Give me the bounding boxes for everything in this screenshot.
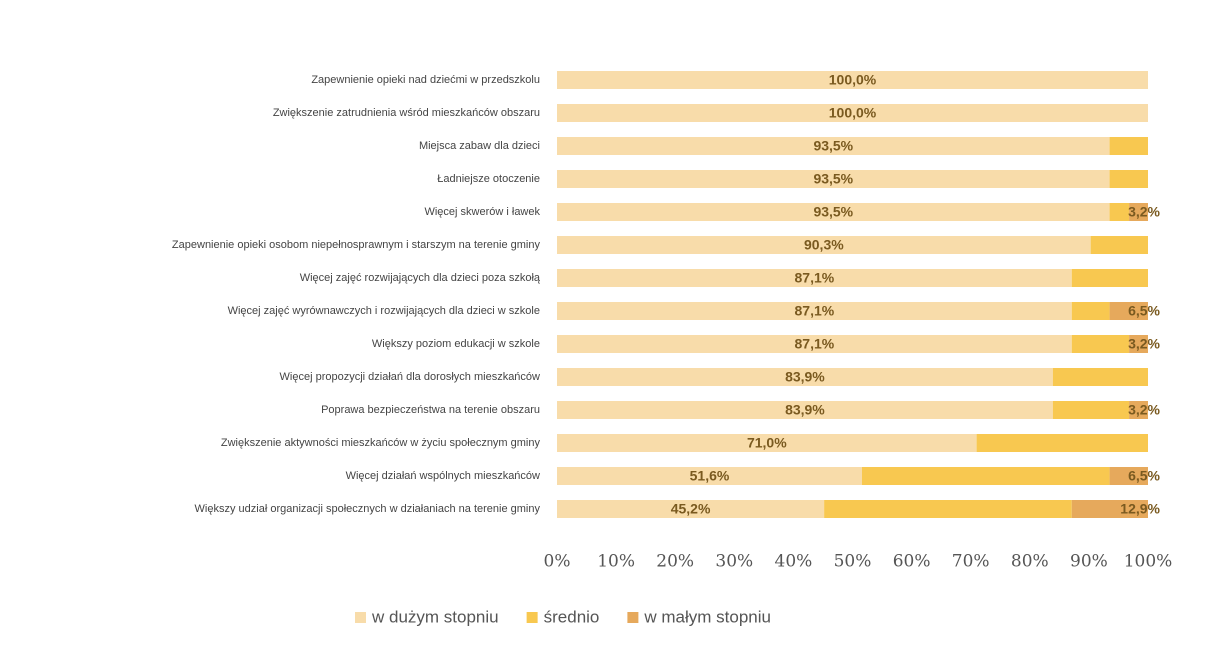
legend-swatch [526,612,538,623]
x-tick-label: 60% [893,552,931,572]
legend-label: w małym stopniu [643,607,771,626]
value-label: 3,2% [1128,204,1160,220]
value-label: 71,0% [747,435,787,451]
bar-segment [1129,335,1148,353]
x-tick-label: 70% [952,552,990,572]
value-label: 6,5% [1128,468,1160,484]
bar-segment [557,269,1072,287]
value-label: 3,2% [1128,402,1160,418]
bar-segment [1071,269,1148,287]
category-label: Więcej działań wspólnych mieszkańców [346,470,540,482]
value-label: 87,1% [795,270,835,286]
bar-segment [557,302,1072,320]
bar-segment [557,236,1091,254]
value-label: 45,2% [671,501,711,517]
category-label: Zapewnienie opieki osobom niepełnosprawn… [172,239,541,251]
category-label: Miejsca zabaw dla dzieci [419,140,540,152]
bar-segment [1109,137,1148,155]
bar-segment [557,434,977,452]
value-label: 87,1% [795,303,835,319]
x-tick-label: 30% [715,552,753,572]
category-label: Więcej propozycji działań dla dorosłych … [280,371,541,383]
category-label: Więcej skwerów i ławek [424,206,540,218]
category-label: Zapewnienie opieki nad dziećmi w przedsz… [311,74,540,86]
bar-segment [1129,203,1148,221]
bar-segment [1071,302,1110,320]
x-tick-label: 0% [544,552,571,572]
bar-segment [557,368,1053,386]
legend-label: średnio [544,607,600,626]
legend-label: w dużym stopniu [371,607,499,626]
value-label: 93,5% [813,204,853,220]
x-tick-label: 20% [656,552,694,572]
bar-segment [1071,335,1130,353]
category-label: Ładniejsze otoczenie [437,173,540,185]
bar-segment [557,137,1110,155]
bar-segment [1052,401,1130,419]
x-tick-label: 100% [1124,552,1173,572]
x-tick-label: 90% [1070,552,1108,572]
category-label: Więcej zajęć wyrównawczych i rozwijający… [228,305,540,317]
value-label: 6,5% [1128,303,1160,319]
value-label: 90,3% [804,237,844,253]
category-label: Większy udział organizacji społecznych w… [195,503,541,515]
bar-segment [976,434,1148,452]
value-label: 3,2% [1128,336,1160,352]
bar-segment [557,71,1148,89]
bar-segment [1071,500,1148,518]
bar-segment [1090,236,1148,254]
bar-segment [557,203,1110,221]
legend-swatch [627,612,639,623]
bar-segment [1109,203,1130,221]
x-tick-label: 80% [1011,552,1049,572]
category-label: Większy poziom edukacji w szkole [372,338,540,350]
bar-segment [557,335,1072,353]
bar-segment [557,401,1053,419]
value-label: 51,6% [690,468,730,484]
category-label: Poprawa bezpieczeństwa na terenie obszar… [321,404,540,416]
bar-segment [1109,170,1148,188]
bar-segment [1129,401,1148,419]
x-tick-label: 10% [597,552,635,572]
bar-segment [1052,368,1148,386]
bar-segment [557,170,1110,188]
bar-segment [557,467,862,485]
category-label: Zwiększenie zatrudnienia wśród mieszkańc… [273,107,540,119]
value-label: 100,0% [829,72,877,88]
value-label: 12,9% [1120,501,1160,517]
value-label: 93,5% [813,171,853,187]
value-label: 87,1% [795,336,835,352]
bar-segment [824,500,1072,518]
x-tick-label: 50% [834,552,872,572]
value-label: 93,5% [813,138,853,154]
x-tick-label: 40% [775,552,813,572]
bar-segment [1109,467,1148,485]
value-label: 100,0% [829,105,877,121]
bar-segment [557,104,1148,122]
bar-segment [1109,302,1148,320]
value-label: 83,9% [785,369,825,385]
category-label: Więcej zajęć rozwijających dla dzieci po… [300,272,541,284]
legend-swatch [355,612,366,623]
bar-segment [557,500,825,518]
value-label: 83,9% [785,402,825,418]
bar-segment [861,467,1110,485]
category-label: Zwiększenie aktywności mieszkańców w życ… [221,437,541,449]
